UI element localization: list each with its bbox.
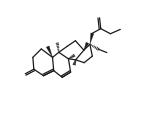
Polygon shape — [46, 46, 52, 57]
Polygon shape — [84, 42, 89, 50]
Polygon shape — [90, 33, 94, 44]
